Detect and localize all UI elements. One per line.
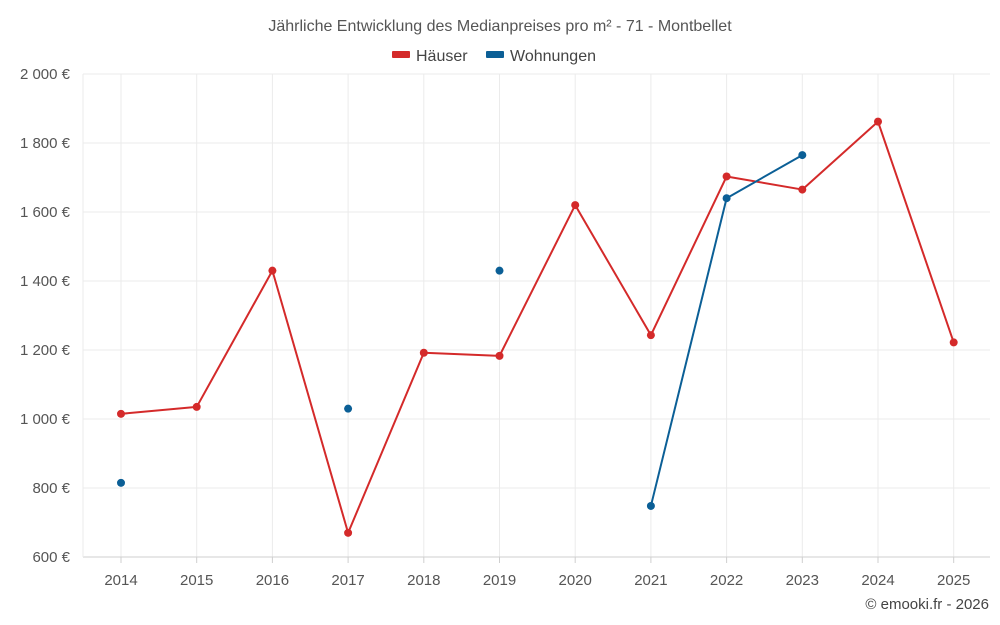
chart-title: Jährliche Entwicklung des Medianpreises … xyxy=(268,18,732,35)
series xyxy=(117,117,958,537)
data-point-haeuser[interactable] xyxy=(722,172,731,181)
y-axis-ticks: 600 € 800 € 1 000 € 1 200 € 1 400 € 1 600 € 1 … xyxy=(20,66,71,566)
copyright-text: © emooki.fr - 2026 xyxy=(865,596,989,613)
series-line-haeuser xyxy=(422,351,501,357)
series-line-haeuser xyxy=(801,120,879,191)
legend-label-haeuser: Häuser xyxy=(416,48,468,65)
axes xyxy=(82,74,990,563)
data-point-haeuser[interactable] xyxy=(117,409,125,418)
data-point-haeuser[interactable] xyxy=(646,331,655,340)
series-line-haeuser xyxy=(347,351,425,534)
data-point-haeuser[interactable] xyxy=(268,266,277,275)
legend[interactable]: Häuser Wohnungen xyxy=(392,48,596,65)
x-tick-label: 2020 xyxy=(559,572,592,589)
data-point-wohnungen[interactable] xyxy=(495,266,504,275)
series-line-wohnungen xyxy=(649,197,728,507)
series-line-haeuser xyxy=(271,269,350,534)
x-tick-label: 2019 xyxy=(483,572,516,589)
data-point-haeuser[interactable] xyxy=(192,402,201,411)
x-tick-label: 2022 xyxy=(710,572,743,589)
x-tick-label: 2018 xyxy=(407,572,440,589)
series-line-haeuser xyxy=(120,405,198,415)
x-tick-label: 2023 xyxy=(786,572,819,589)
legend-swatch-haeuser xyxy=(392,51,410,58)
series-line-haeuser xyxy=(498,204,577,357)
y-tick-label: 1 600 € xyxy=(20,204,71,221)
data-point-wohnungen[interactable] xyxy=(344,404,353,413)
data-point-wohnungen[interactable] xyxy=(798,151,807,160)
y-tick-label: 800 € xyxy=(32,480,70,497)
x-tick-label: 2021 xyxy=(634,572,667,589)
y-tick-label: 1 800 € xyxy=(20,135,71,152)
legend-item-haeuser[interactable]: Häuser xyxy=(392,48,468,65)
series-line-haeuser xyxy=(195,269,274,408)
data-point-haeuser[interactable] xyxy=(419,348,428,357)
y-tick-label: 1 400 € xyxy=(20,273,71,290)
series-line-wohnungen xyxy=(725,154,804,200)
x-axis-ticks: 2014 2015 2016 2017 2018 2019 2020 2021 2022 2023… xyxy=(104,572,970,589)
data-point-wohnungen[interactable] xyxy=(722,194,731,203)
data-point-haeuser[interactable] xyxy=(495,351,504,360)
y-tick-label: 600 € xyxy=(32,549,70,566)
data-point-wohnungen[interactable] xyxy=(117,478,125,487)
x-tick-label: 2017 xyxy=(331,572,364,589)
legend-swatch-wohnungen xyxy=(486,51,504,58)
legend-label-wohnungen: Wohnungen xyxy=(510,48,596,65)
x-tick-label: 2015 xyxy=(180,572,213,589)
data-point-haeuser[interactable] xyxy=(571,201,580,210)
series-line-haeuser xyxy=(877,120,955,344)
y-tick-label: 2 000 € xyxy=(20,66,71,83)
y-tick-label: 1 200 € xyxy=(20,342,71,359)
data-point-wohnungen[interactable] xyxy=(646,501,655,510)
x-tick-label: 2014 xyxy=(104,572,137,589)
data-point-haeuser[interactable] xyxy=(949,338,958,347)
grid xyxy=(83,73,990,557)
data-point-haeuser[interactable] xyxy=(344,528,353,537)
series-line-haeuser xyxy=(725,175,804,191)
x-tick-label: 2025 xyxy=(937,572,970,589)
y-tick-label: 1 000 € xyxy=(20,411,71,428)
data-point-haeuser[interactable] xyxy=(798,185,807,194)
legend-item-wohnungen[interactable]: Wohnungen xyxy=(486,48,596,65)
data-point-haeuser[interactable] xyxy=(874,117,882,126)
series-line-haeuser xyxy=(649,175,728,337)
x-tick-label: 2024 xyxy=(861,572,894,589)
series-line-haeuser xyxy=(574,204,652,337)
x-tick-label: 2016 xyxy=(256,572,289,589)
